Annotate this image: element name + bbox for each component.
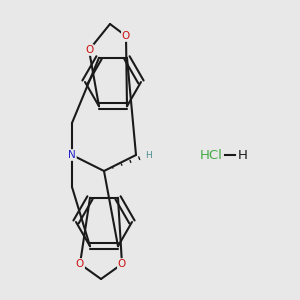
Text: O: O — [122, 31, 130, 41]
Text: HCl: HCl — [200, 148, 223, 161]
Text: H: H — [145, 151, 152, 160]
Text: O: O — [118, 259, 126, 269]
Text: N: N — [68, 150, 76, 160]
Text: H: H — [238, 148, 248, 161]
Text: O: O — [76, 259, 84, 269]
Text: O: O — [85, 45, 93, 55]
